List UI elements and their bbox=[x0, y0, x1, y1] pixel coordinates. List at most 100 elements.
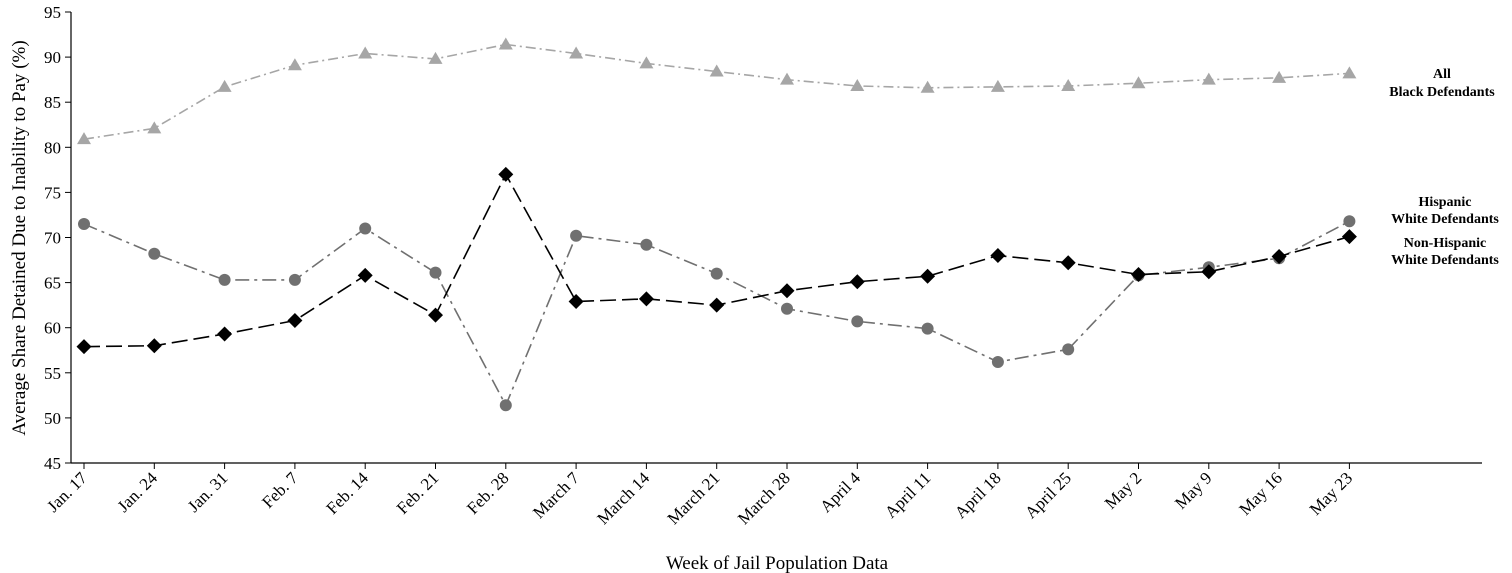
data-point-circle bbox=[359, 222, 372, 235]
data-point-circle bbox=[429, 266, 442, 279]
data-point-diamond bbox=[1060, 255, 1076, 271]
series-label-line: White Defendants bbox=[1391, 212, 1499, 227]
data-point-triangle bbox=[1201, 72, 1216, 85]
data-point-circle bbox=[148, 247, 161, 260]
data-point-diamond bbox=[638, 291, 654, 307]
series-1 bbox=[77, 37, 1357, 145]
x-tick-label: Feb. 21 bbox=[393, 468, 442, 517]
x-tick-label: Jan. 24 bbox=[114, 468, 162, 516]
y-tick-label: 85 bbox=[44, 93, 61, 112]
series-label-line: All bbox=[1433, 67, 1451, 82]
data-point-triangle bbox=[498, 37, 513, 50]
x-tick-label: April 4 bbox=[816, 468, 864, 516]
series-label-line: Hispanic bbox=[1419, 195, 1472, 210]
x-tick-label: Jan. 31 bbox=[184, 468, 231, 515]
data-point-diamond bbox=[1201, 264, 1217, 280]
x-tick-label: Jan. 17 bbox=[43, 468, 91, 516]
data-point-triangle bbox=[77, 132, 91, 145]
data-point-diamond bbox=[568, 294, 584, 310]
x-tick-label: April 18 bbox=[951, 468, 1005, 522]
data-point-diamond bbox=[1131, 266, 1146, 282]
data-point-circle bbox=[640, 238, 653, 251]
data-point-circle bbox=[851, 315, 864, 328]
data-point-triangle bbox=[358, 46, 373, 59]
data-point-diamond bbox=[357, 267, 373, 283]
x-tick-label: Feb. 28 bbox=[463, 468, 512, 517]
data-point-diamond bbox=[1341, 229, 1357, 245]
data-point-circle bbox=[1062, 343, 1075, 356]
x-tick-label: March 21 bbox=[664, 468, 724, 528]
y-tick-label: 60 bbox=[44, 319, 61, 338]
data-point-diamond bbox=[76, 339, 92, 355]
data-point-diamond bbox=[709, 297, 725, 313]
data-point-triangle bbox=[1272, 70, 1287, 83]
data-point-diamond bbox=[217, 326, 233, 342]
data-point-circle bbox=[78, 217, 90, 230]
data-point-diamond bbox=[428, 307, 443, 323]
data-point-diamond bbox=[990, 248, 1006, 264]
series-line bbox=[83, 43, 1350, 140]
data-point-triangle bbox=[1131, 76, 1146, 89]
data-point-triangle bbox=[709, 64, 724, 77]
series-layer bbox=[76, 37, 1357, 412]
data-point-triangle bbox=[147, 121, 162, 134]
data-point-triangle bbox=[1061, 78, 1076, 91]
data-point-diamond bbox=[498, 166, 514, 182]
series-label-line: Non-Hispanic bbox=[1404, 236, 1486, 251]
data-point-circle bbox=[570, 229, 583, 242]
x-tick-label: Feb. 14 bbox=[323, 468, 373, 518]
data-point-circle bbox=[781, 302, 793, 315]
data-point-circle bbox=[991, 355, 1004, 368]
y-tick-label: 90 bbox=[44, 48, 61, 67]
y-tick-label: 50 bbox=[44, 409, 61, 428]
x-tick-label: May 23 bbox=[1306, 468, 1357, 519]
series-3 bbox=[76, 166, 1357, 355]
data-point-circle bbox=[499, 399, 512, 412]
x-axis-title: Week of Jail Population Data bbox=[666, 553, 889, 573]
axes: 45 50 55 60 65 70 75 80 85 90 95 Jan. 17 Jan. 24 Jan.… bbox=[43, 3, 1482, 528]
data-point-circle bbox=[921, 322, 934, 335]
data-point-triangle bbox=[217, 79, 232, 92]
data-point-triangle bbox=[428, 51, 443, 64]
series-label-line: Black Defendants bbox=[1389, 85, 1495, 100]
series-label-line: White Defendants bbox=[1391, 253, 1499, 268]
y-tick-label: 65 bbox=[44, 274, 61, 293]
y-tick-label: 45 bbox=[44, 454, 61, 473]
x-tick-label: March 28 bbox=[734, 468, 794, 528]
y-axis-title: Average Share Detained Due to Inability … bbox=[9, 40, 30, 435]
x-tick-label: March 7 bbox=[529, 468, 583, 522]
data-point-triangle bbox=[850, 78, 865, 91]
y-tick-label: 55 bbox=[44, 364, 61, 383]
x-tick-label: April 25 bbox=[1021, 468, 1075, 522]
series-labels: All Black Defendants Hispanic White Defenda… bbox=[1389, 67, 1499, 268]
y-tick-label: 95 bbox=[44, 3, 61, 22]
data-point-triangle bbox=[780, 72, 794, 85]
data-point-triangle bbox=[287, 58, 302, 71]
data-point-triangle bbox=[920, 80, 935, 93]
series-line bbox=[83, 220, 1350, 408]
y-tick-label: 80 bbox=[44, 138, 61, 157]
data-point-triangle bbox=[639, 56, 654, 69]
data-point-diamond bbox=[920, 268, 936, 284]
data-point-circle bbox=[710, 267, 723, 280]
x-tick-label: May 16 bbox=[1235, 468, 1286, 519]
x-tick-label: Feb. 7 bbox=[258, 468, 302, 512]
x-tick-label: May 9 bbox=[1171, 468, 1215, 512]
y-tick-label: 70 bbox=[44, 229, 61, 248]
data-point-circle bbox=[288, 273, 301, 286]
data-point-diamond bbox=[779, 283, 795, 299]
series-2 bbox=[78, 215, 1356, 412]
data-point-circle bbox=[1343, 215, 1356, 228]
series-line bbox=[83, 172, 1350, 348]
data-point-triangle bbox=[990, 79, 1005, 92]
data-point-diamond bbox=[287, 312, 303, 328]
x-tick-label: March 14 bbox=[593, 468, 653, 528]
data-point-diamond bbox=[1271, 248, 1287, 264]
data-point-circle bbox=[218, 273, 231, 286]
data-point-diamond bbox=[146, 338, 162, 354]
x-tick-label: May 2 bbox=[1101, 468, 1145, 512]
data-point-triangle bbox=[569, 46, 584, 59]
x-tick-label: April 11 bbox=[881, 468, 934, 521]
